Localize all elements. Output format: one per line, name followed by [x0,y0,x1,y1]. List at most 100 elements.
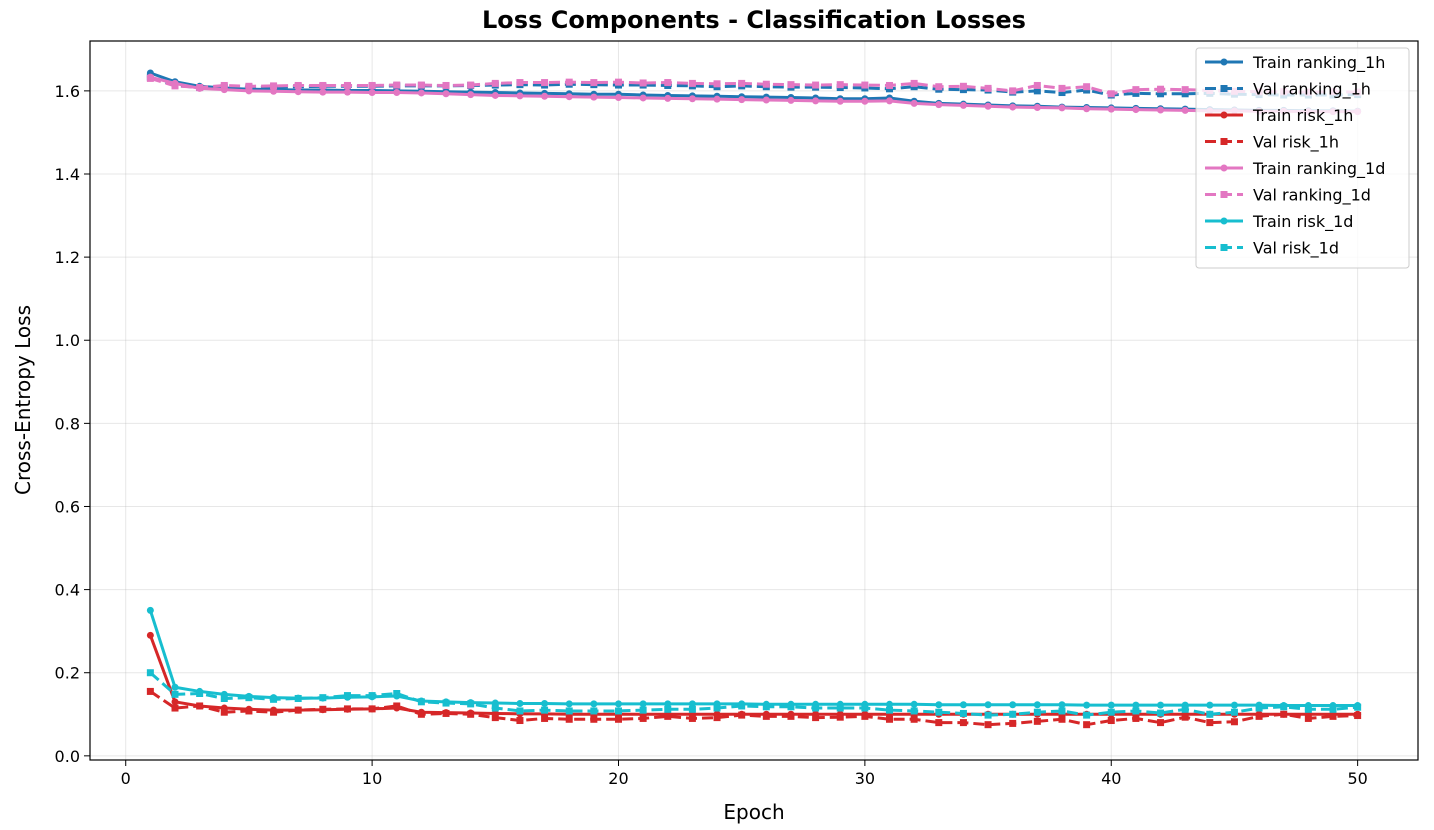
data-point [491,714,499,722]
data-point [467,710,475,718]
data-point [1132,89,1140,97]
data-point [614,94,622,102]
data-point [935,708,943,716]
legend-item: Train risk_1h [1205,106,1353,126]
data-point [1083,721,1091,729]
y-tick-label: 0.6 [55,497,80,516]
legend-item: Train ranking_1d [1205,159,1385,179]
legend-item: Train ranking_1h [1205,53,1385,73]
data-point [368,705,376,713]
data-point [565,93,573,101]
data-point [491,704,499,712]
legend-label: Val ranking_1h [1253,80,1371,100]
data-point [1107,708,1115,716]
data-point [368,89,376,97]
data-point [1255,712,1263,720]
data-point [1058,701,1066,709]
data-point [146,687,154,695]
series-line-train-ranking-1d [149,75,1358,114]
data-point [491,91,499,99]
legend-item: Val ranking_1d [1205,186,1371,206]
data-point [614,715,622,723]
x-tick-label: 0 [121,769,131,788]
data-point [639,79,647,87]
data-point [1107,717,1115,725]
data-point [393,702,401,710]
data-point [762,712,770,720]
data-point [270,87,278,95]
data-point [467,81,475,89]
data-point [171,82,179,90]
data-point [910,715,918,723]
data-point [1280,703,1288,711]
data-point [146,606,154,614]
legend-marker [1220,58,1228,66]
data-point [639,706,647,714]
data-point [1009,710,1017,718]
series-line-train-risk-1d [148,609,1358,708]
legend-marker [1220,111,1228,119]
data-point [1058,84,1066,92]
data-point [196,84,204,92]
data-point [417,81,425,89]
data-point [886,97,894,105]
data-point [516,707,524,715]
data-point [1157,709,1165,717]
data-point [343,692,351,700]
y-tick-label: 1.4 [55,165,80,184]
data-point [812,704,820,712]
data-point [171,690,179,698]
data-point [738,702,746,710]
data-point [245,707,253,715]
data-point [910,707,918,715]
data-point [516,699,524,707]
data-point [1058,715,1066,723]
x-tick-label: 10 [362,769,382,788]
data-point [319,81,327,89]
data-point [1058,104,1066,112]
series-group [146,69,1362,729]
data-point [886,715,894,723]
data-point [294,706,302,714]
x-tick-label: 40 [1101,769,1121,788]
data-point [541,699,549,707]
legend-marker [1220,164,1228,172]
data-point [738,711,746,719]
legend-box [1195,47,1410,269]
data-point [368,81,376,89]
data-point [688,95,696,103]
data-point [861,97,869,105]
data-point [787,96,795,104]
legend-marker [1220,138,1228,145]
data-point [196,702,204,710]
data-point [1009,87,1017,95]
data-point [1157,106,1165,114]
data-point [1033,103,1041,111]
data-point [910,79,918,87]
series-val-risk-1d [146,669,1362,719]
data-point [1132,106,1140,114]
series-val-ranking-1d [146,74,1362,98]
data-point [713,704,721,712]
data-point [886,700,894,708]
data-point [1230,701,1238,709]
legend-item: Val ranking_1h [1205,80,1371,100]
data-point [442,709,450,717]
data-point [393,81,401,89]
data-point [270,82,278,90]
data-point [836,704,844,712]
data-point [1157,90,1165,98]
data-point [343,88,351,96]
data-point [1033,708,1041,716]
data-point [664,94,672,102]
data-point [1083,83,1091,91]
data-point [812,97,820,105]
data-point [220,81,228,89]
y-tick-label: 1.0 [55,331,80,350]
data-point [688,79,696,87]
data-point [812,714,820,722]
data-point [688,705,696,713]
data-point [1107,701,1115,709]
data-point [1009,719,1017,727]
